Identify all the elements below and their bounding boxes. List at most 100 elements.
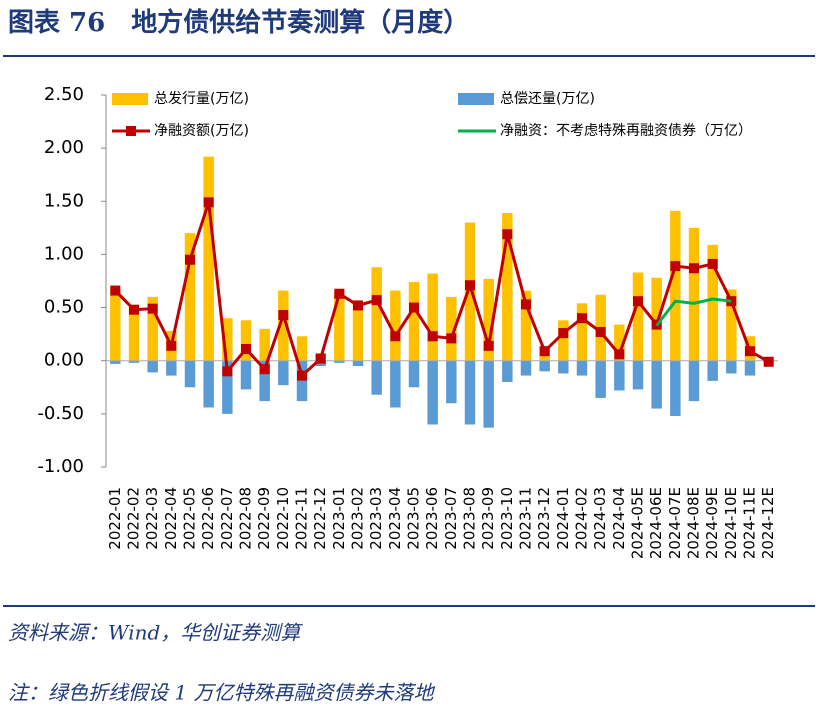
x-tick-label: 2022-11 bbox=[293, 487, 311, 550]
bar bbox=[184, 360, 196, 388]
line-marker bbox=[353, 300, 363, 311]
bar bbox=[110, 360, 121, 364]
legend-label: 总发行量(万亿) bbox=[154, 91, 249, 107]
line-marker bbox=[521, 299, 531, 310]
x-tick-label: 2022-06 bbox=[199, 487, 217, 550]
bar bbox=[502, 360, 513, 382]
bar bbox=[222, 318, 233, 361]
x-tick-label: 2022-02 bbox=[125, 487, 143, 550]
bar bbox=[670, 360, 681, 416]
bar bbox=[576, 360, 588, 376]
bar bbox=[240, 360, 252, 390]
y-tick-label: 0.00 bbox=[44, 350, 84, 371]
legend-swatch bbox=[112, 93, 148, 105]
x-tick-label: 2022-09 bbox=[255, 487, 273, 550]
x-tick-label: 2024-03 bbox=[591, 487, 609, 550]
legend-label: 总偿还量(万亿) bbox=[500, 91, 595, 107]
bar bbox=[744, 360, 756, 376]
bar bbox=[464, 222, 476, 361]
x-tick-label: 2023-12 bbox=[535, 487, 553, 550]
x-tick-label: 2023-01 bbox=[330, 487, 348, 550]
bar bbox=[203, 360, 214, 408]
x-tick-label: 2022-01 bbox=[106, 487, 124, 550]
y-tick-label: 1.00 bbox=[44, 243, 84, 264]
x-tick-label: 2023-06 bbox=[423, 487, 441, 550]
bar bbox=[240, 320, 252, 361]
bar bbox=[539, 360, 550, 372]
bar bbox=[128, 307, 140, 361]
note: 注：绿色折线假设 1 万亿特殊再融资债券未落地 bbox=[8, 681, 435, 705]
bar bbox=[651, 360, 662, 409]
bar bbox=[259, 360, 270, 402]
bar bbox=[558, 320, 569, 361]
line-marker bbox=[278, 310, 289, 321]
line-marker bbox=[502, 229, 513, 240]
line-marker bbox=[577, 313, 587, 324]
x-tick-label: 2024-08E bbox=[685, 487, 703, 559]
bar bbox=[296, 336, 308, 361]
y-tick-label: -0.50 bbox=[37, 403, 84, 424]
x-tick-label: 2023-08 bbox=[461, 487, 479, 550]
x-tick-label: 2022-10 bbox=[274, 487, 292, 550]
x-tick-label: 2024-09E bbox=[703, 487, 721, 559]
line-marker bbox=[745, 346, 755, 357]
line-marker bbox=[689, 263, 699, 274]
x-tick-label: 2024-06E bbox=[647, 487, 665, 559]
bar bbox=[502, 212, 513, 361]
bar bbox=[371, 267, 382, 361]
bar bbox=[408, 360, 420, 388]
bar bbox=[427, 273, 438, 361]
line-marker bbox=[110, 285, 121, 296]
x-tick-label: 2024-10E bbox=[722, 487, 740, 559]
bar bbox=[483, 360, 494, 428]
line-marker bbox=[670, 261, 681, 272]
bar bbox=[390, 360, 401, 408]
line-marker bbox=[614, 349, 625, 360]
bar bbox=[614, 324, 625, 361]
line-marker bbox=[222, 366, 233, 377]
bar bbox=[707, 244, 718, 361]
x-tick-label: 2023-10 bbox=[498, 487, 516, 550]
line-marker bbox=[241, 344, 251, 355]
legend-marker bbox=[126, 126, 136, 136]
line-marker bbox=[129, 304, 139, 315]
bar bbox=[259, 328, 270, 361]
x-tick-label: 2024-07E bbox=[666, 487, 684, 559]
line-marker bbox=[409, 302, 419, 313]
line-marker bbox=[259, 364, 270, 375]
bar bbox=[558, 360, 569, 374]
bar bbox=[147, 296, 158, 361]
line-marker bbox=[465, 280, 475, 291]
bar bbox=[576, 303, 588, 361]
bar bbox=[688, 360, 700, 402]
bar bbox=[278, 360, 289, 386]
bar bbox=[670, 210, 681, 361]
bar bbox=[408, 282, 420, 361]
bar bbox=[632, 272, 644, 361]
bar bbox=[166, 360, 177, 376]
bar bbox=[483, 278, 494, 361]
bar bbox=[520, 290, 532, 361]
bar bbox=[688, 227, 700, 361]
line-marker bbox=[595, 327, 606, 338]
x-tick-label: 2022-07 bbox=[218, 487, 236, 550]
bar bbox=[203, 156, 214, 361]
bar bbox=[595, 360, 606, 398]
x-tick-label: 2022-12 bbox=[311, 487, 329, 550]
bar bbox=[352, 302, 364, 361]
x-tick-label: 2023-09 bbox=[479, 487, 497, 550]
x-tick-label: 2023-07 bbox=[442, 487, 460, 550]
bar bbox=[614, 360, 625, 391]
legend-label: 净融资额(万亿) bbox=[154, 123, 249, 139]
x-tick-label: 2024-11E bbox=[741, 487, 759, 559]
x-tick-label: 2022-04 bbox=[162, 487, 180, 550]
line-marker bbox=[446, 333, 457, 344]
line-marker bbox=[185, 254, 195, 265]
line-marker bbox=[390, 331, 401, 342]
bar bbox=[371, 360, 382, 395]
bar bbox=[464, 360, 476, 425]
bar bbox=[278, 290, 289, 361]
bar bbox=[632, 360, 644, 390]
legend-swatch bbox=[458, 93, 494, 105]
